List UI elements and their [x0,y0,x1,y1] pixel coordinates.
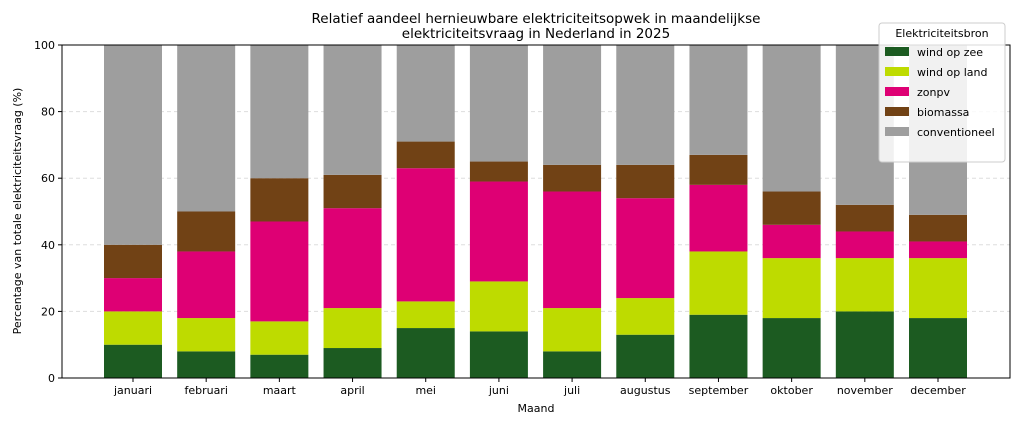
bar-wind-op-land-oktober [762,258,821,319]
legend-label: wind op land [917,66,987,79]
bar-wind-op-zee-juli [543,351,602,378]
bar-wind-op-land-december [909,258,967,319]
bar-conventioneel-februari [177,45,236,212]
legend-label: biomassa [917,106,969,119]
x-tick-label: september [689,384,749,397]
x-tick-label: april [340,384,364,397]
x-tick-label: maart [263,384,297,397]
x-axis-ticks: januari februari maart april mei juni juli augu… [113,378,966,397]
bar-zonpv-april [323,208,382,309]
bar-conventioneel-maart [250,45,309,179]
bar-wind-op-land-februari [177,318,236,352]
x-tick-label: januari [113,384,152,397]
bar-zonpv-juni [469,181,528,282]
bar-zonpv-augustus [616,198,675,299]
legend-label: wind op zee [917,46,983,59]
y-axis-label: Percentage van totale elektriciteitsvraa… [11,88,24,335]
bar-zonpv-mei [396,168,455,302]
bar-zonpv-september [689,184,748,252]
bar-wind-op-land-januari [104,311,162,345]
legend-title: Elektriciteitsbron [895,27,988,40]
bar-biomassa-juli [543,164,602,192]
bar-conventioneel-september [689,45,748,155]
bar-biomassa-februari [177,211,236,252]
bar-conventioneel-mei [396,45,455,142]
bar-zonpv-december [909,241,967,259]
bar-wind-op-zee-maart [250,354,309,378]
bar-biomassa-november [835,204,894,232]
x-tick-label: februari [184,384,227,397]
bar-zonpv-oktober [762,224,821,259]
bar-zonpv-november [835,231,894,259]
legend: Elektriciteitsbron wind op zee wind op la… [878,22,1006,163]
legend-label: conventioneel [917,126,995,139]
y-tick-label: 80 [41,106,55,119]
y-tick-label: 100 [34,39,55,52]
bar-wind-op-zee-mei [396,328,455,378]
bar-wind-op-land-juli [543,308,602,352]
legend-box [878,22,1006,163]
bar-wind-op-zee-oktober [762,318,821,378]
x-tick-label: mei [415,384,436,397]
x-tick-label: augustus [620,384,671,397]
legend-label: zonpv [917,86,950,99]
y-tick-label: 20 [41,305,55,318]
bar-biomassa-maart [250,178,309,222]
bar-conventioneel-januari [104,45,162,245]
legend-swatch [885,67,909,76]
bar-wind-op-zee-augustus [616,334,675,378]
bar-zonpv-juli [543,191,602,309]
bar-conventioneel-oktober [762,45,821,192]
bar-biomassa-augustus [616,164,675,199]
bar-biomassa-juni [469,161,528,182]
bar-wind-op-zee-februari [177,351,236,378]
chart-title-line-2: elektriciteitsvraag in Nederland in 2025 [402,26,670,42]
bar-zonpv-januari [104,278,162,312]
bar-wind-op-land-april [323,308,382,349]
x-tick-label: december [910,384,966,397]
plot-frame [61,44,1011,379]
bar-zonpv-maart [250,221,309,322]
bar-conventioneel-juni [469,45,528,162]
legend-swatch [885,127,909,136]
bar-biomassa-januari [104,244,162,279]
bar-conventioneel-juli [543,45,602,165]
bar-biomassa-september [689,154,748,185]
bar-conventioneel-augustus [616,45,675,165]
legend-swatch [885,47,909,56]
bar-wind-op-zee-september [689,314,748,378]
bar-biomassa-december [909,214,967,242]
bar-wind-op-zee-januari [104,344,162,378]
legend-swatch [885,107,909,116]
bar-biomassa-april [323,174,382,209]
bar-wind-op-zee-december [909,318,967,378]
x-tick-label: juni [488,384,509,397]
y-tick-label: 0 [48,372,55,385]
bar-biomassa-mei [396,141,455,169]
chart-title-line-1: Relatief aandeel hernieuwbare elektricit… [312,11,761,27]
legend-swatch [885,87,909,96]
bar-wind-op-land-mei [396,301,455,329]
bar-wind-op-zee-april [323,348,382,378]
x-axis-label: Maand [518,402,555,415]
bar-wind-op-land-augustus [616,298,675,335]
bar-wind-op-zee-november [835,311,894,378]
bars [104,45,967,378]
y-tick-label: 40 [41,239,55,252]
bar-wind-op-land-juni [469,281,528,332]
x-tick-label: november [837,384,893,397]
x-tick-label: oktober [770,384,813,397]
bar-wind-op-land-september [689,251,748,315]
y-axis-ticks: 0 20 40 60 80 100 [34,39,62,385]
y-tick-label: 60 [41,172,55,185]
bar-biomassa-oktober [762,191,821,225]
bar-conventioneel-april [323,45,382,175]
bar-wind-op-land-maart [250,321,309,355]
bar-wind-op-zee-juni [469,331,528,378]
bar-zonpv-februari [177,251,236,319]
x-tick-label: juli [563,384,580,397]
bar-wind-op-land-november [835,258,894,312]
